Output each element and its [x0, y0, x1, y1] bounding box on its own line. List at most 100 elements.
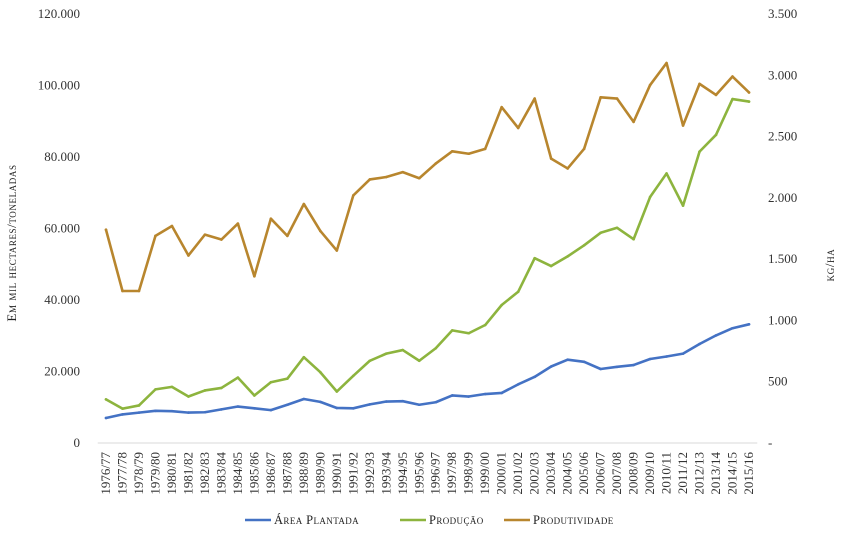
series-line-0: [104, 323, 751, 420]
left-axis-label: Em mil hectares/toneladas: [4, 164, 19, 321]
data-point: [253, 407, 256, 410]
x-axis-ticks: 1976/77 1977/78 1978/79 1979/80 1980/81 1981/…: [98, 452, 756, 495]
data-point: [731, 326, 734, 330]
data-point: [665, 172, 668, 175]
data-point: [747, 100, 751, 103]
data-point: [599, 367, 602, 371]
data-point: [500, 105, 503, 109]
data-point: [533, 97, 536, 100]
data-point: [681, 124, 685, 127]
data-point: [319, 370, 322, 374]
data-point: [401, 399, 405, 403]
x-tick-label: 2009/10: [642, 452, 657, 495]
data-point: [615, 97, 619, 100]
data-point: [714, 93, 718, 97]
data-point: [500, 303, 503, 307]
data-point: [533, 256, 536, 260]
data-point: [698, 150, 701, 153]
data-point: [417, 403, 421, 407]
series-line-2: [104, 61, 751, 293]
data-point: [236, 405, 240, 408]
data-point: [648, 195, 652, 199]
x-tick-label: 2010/11: [659, 452, 674, 494]
data-point: [632, 120, 635, 124]
data-point: [549, 264, 553, 268]
x-tick-label: 1995/96: [411, 452, 426, 495]
data-point: [121, 413, 124, 416]
data-point: [220, 386, 223, 390]
x-tick-label: 1988/89: [296, 452, 311, 495]
data-point: [698, 342, 701, 346]
data-point: [286, 403, 289, 407]
data-point: [137, 404, 141, 407]
left-tick-label: 60.000: [44, 221, 80, 236]
left-tick-label: 100.000: [38, 78, 80, 93]
data-point: [516, 126, 520, 130]
left-tick-label: 80.000: [44, 149, 80, 164]
data-point: [286, 377, 289, 380]
data-point: [467, 152, 471, 156]
data-point: [319, 400, 322, 404]
data-point: [566, 255, 569, 258]
x-tick-label: 1989/90: [312, 452, 327, 495]
x-tick-label: 2000/01: [494, 452, 509, 495]
data-point: [352, 194, 355, 197]
data-point: [104, 416, 108, 420]
x-tick-label: 2003/04: [543, 452, 558, 495]
data-point: [615, 226, 619, 230]
data-point: [582, 147, 586, 151]
data-point: [450, 329, 454, 332]
data-point: [714, 334, 718, 337]
data-point: [286, 234, 289, 238]
data-point: [154, 234, 157, 238]
data-point: [352, 407, 355, 410]
x-tick-label: 1991/92: [345, 452, 360, 495]
data-point: [384, 400, 388, 403]
right-tick-label: 2.500: [768, 129, 797, 144]
right-tick-label: 1.500: [768, 251, 797, 266]
data-point: [302, 397, 306, 401]
data-point: [319, 229, 322, 233]
x-tick-label: 2008/09: [626, 452, 641, 495]
x-tick-label: 2007/08: [609, 452, 624, 495]
data-point: [236, 222, 240, 225]
x-tick-label: 1984/85: [230, 452, 245, 495]
x-tick-label: 1977/78: [114, 452, 129, 495]
data-point: [434, 346, 438, 350]
data-point: [302, 355, 306, 359]
data-point: [154, 388, 157, 391]
data-point: [483, 147, 487, 151]
data-point: [450, 149, 454, 153]
data-point: [137, 411, 141, 414]
right-tick-label: 1.000: [768, 312, 797, 327]
data-point: [747, 323, 751, 326]
x-tick-label: 1992/93: [362, 452, 377, 495]
data-point: [236, 376, 240, 379]
x-tick-label: 1994/95: [395, 452, 410, 495]
data-point: [335, 406, 339, 410]
x-tick-label: 2012/13: [692, 452, 707, 495]
data-point: [187, 395, 190, 398]
x-tick-label: 1980/81: [164, 452, 179, 495]
data-point: [203, 389, 207, 392]
data-point: [615, 365, 619, 369]
data-point: [154, 409, 157, 413]
data-point: [632, 237, 635, 241]
x-tick-label: 1976/77: [98, 452, 113, 495]
x-tick-label: 2014/15: [725, 452, 740, 495]
data-point: [384, 175, 388, 179]
x-tick-label: 1998/99: [461, 452, 476, 495]
data-point: [203, 410, 207, 414]
data-point: [467, 395, 471, 398]
data-point: [170, 385, 174, 389]
right-tick-label: 3.500: [768, 6, 797, 21]
x-tick-label: 2002/03: [527, 452, 542, 495]
data-point: [483, 392, 487, 396]
legend-label: Produção: [429, 513, 484, 527]
x-tick-label: 2006/07: [593, 452, 608, 495]
data-point: [648, 83, 652, 87]
legend-label: Produtividade: [533, 513, 614, 527]
left-axis-ticks: 0 20.000 40.000 60.000 80.000 100.000 120.000: [38, 6, 80, 450]
x-tick-label: 1981/82: [180, 452, 195, 495]
